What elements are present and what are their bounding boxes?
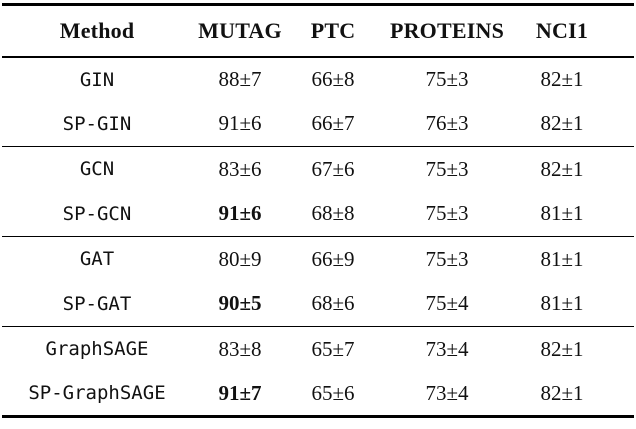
table-row-sp-gat: SP-GAT 90±5 68±6 75±4 81±1 xyxy=(2,282,634,327)
value-cell-nci1: 82±1 xyxy=(540,156,584,181)
value-cell-mutag: 91±6 xyxy=(218,111,262,136)
value-cell-ptc: 65±7 xyxy=(311,336,355,361)
column-header-proteins: PROTEINS xyxy=(389,17,505,43)
value-cell-nci1: 81±1 xyxy=(540,246,584,271)
method-cell: GIN xyxy=(79,68,115,91)
value-cell-proteins: 76±3 xyxy=(425,111,469,136)
table-row-sp-graphsage: SP-GraphSAGE 91±7 65±6 73±4 82±1 xyxy=(2,372,634,417)
value-cell-proteins: 75±3 xyxy=(425,156,469,181)
value-cell-proteins: 73±4 xyxy=(425,336,469,361)
table-row-graphsage: GraphSAGE 83±8 65±7 73±4 82±1 xyxy=(2,327,634,372)
value-cell-mutag: 83±6 xyxy=(218,156,262,181)
group-graphsage: GraphSAGE 83±8 65±7 73±4 82±1 SP-GraphSA… xyxy=(2,326,634,417)
value-cell-nci1: 82±1 xyxy=(540,336,584,361)
table-row-gin: GIN 88±7 66±8 75±3 82±1 xyxy=(2,57,634,102)
value-cell-mutag-best: 91±6 xyxy=(218,201,262,226)
value-cell-ptc: 66±7 xyxy=(311,111,355,136)
value-cell-ptc: 66±8 xyxy=(311,67,355,91)
value-cell-proteins: 75±4 xyxy=(425,291,469,316)
value-cell-mutag: 88±7 xyxy=(218,67,262,91)
value-cell-proteins: 75±3 xyxy=(425,246,469,271)
value-cell-nci1: 81±1 xyxy=(540,201,584,226)
column-header-ptc: PTC xyxy=(310,17,356,43)
value-cell-nci1: 82±1 xyxy=(540,111,584,136)
method-cell: SP-GIN xyxy=(62,112,132,135)
column-header-method: Method xyxy=(59,17,135,43)
method-cell: SP-GCN xyxy=(62,202,132,225)
method-cell: GCN xyxy=(79,158,115,181)
value-cell-nci1: 82±1 xyxy=(540,67,584,91)
value-cell-proteins: 75±3 xyxy=(425,67,469,91)
value-cell-proteins: 73±4 xyxy=(425,380,469,405)
method-cell: GraphSAGE xyxy=(45,338,149,361)
column-header-mutag: MUTAG xyxy=(198,17,282,43)
value-cell-ptc: 67±6 xyxy=(311,156,355,181)
benchmark-results-table: Method MUTAG PTC PROTEINS NCI1 GIN 88±7 … xyxy=(2,3,634,418)
table-row-gat: GAT 80±9 66±9 75±3 81±1 xyxy=(2,237,634,282)
table-header: Method MUTAG PTC PROTEINS NCI1 xyxy=(2,5,634,57)
group-gin: GIN 88±7 66±8 75±3 82±1 SP-GIN 91±6 66±7… xyxy=(2,57,634,147)
header-row: Method MUTAG PTC PROTEINS NCI1 xyxy=(2,5,634,57)
value-cell-ptc: 66±9 xyxy=(311,246,355,271)
method-cell: SP-GAT xyxy=(62,292,132,315)
value-cell-ptc: 65±6 xyxy=(311,380,355,405)
value-cell-ptc: 68±6 xyxy=(311,291,355,316)
method-cell: GAT xyxy=(79,248,115,271)
value-cell-mutag: 83±8 xyxy=(218,336,262,361)
value-cell-proteins: 75±3 xyxy=(425,201,469,226)
value-cell-nci1: 81±1 xyxy=(540,291,584,316)
value-cell-nci1: 82±1 xyxy=(540,380,584,405)
method-cell: SP-GraphSAGE xyxy=(28,382,166,405)
value-cell-mutag: 80±9 xyxy=(218,246,262,271)
value-cell-ptc: 68±8 xyxy=(311,201,355,226)
table-row-sp-gin: SP-GIN 91±6 66±7 76±3 82±1 xyxy=(2,102,634,147)
group-gcn: GCN 83±6 67±6 75±3 82±1 SP-GCN 91±6 68±8… xyxy=(2,146,634,237)
table-row-sp-gcn: SP-GCN 91±6 68±8 75±3 81±1 xyxy=(2,192,634,237)
table-row-gcn: GCN 83±6 67±6 75±3 82±1 xyxy=(2,147,634,192)
value-cell-mutag-best: 91±7 xyxy=(218,380,262,405)
column-header-nci1: NCI1 xyxy=(535,17,589,43)
value-cell-mutag-best: 90±5 xyxy=(218,291,262,316)
group-gat: GAT 80±9 66±9 75±3 81±1 SP-GAT 90±5 68±6… xyxy=(2,236,634,327)
